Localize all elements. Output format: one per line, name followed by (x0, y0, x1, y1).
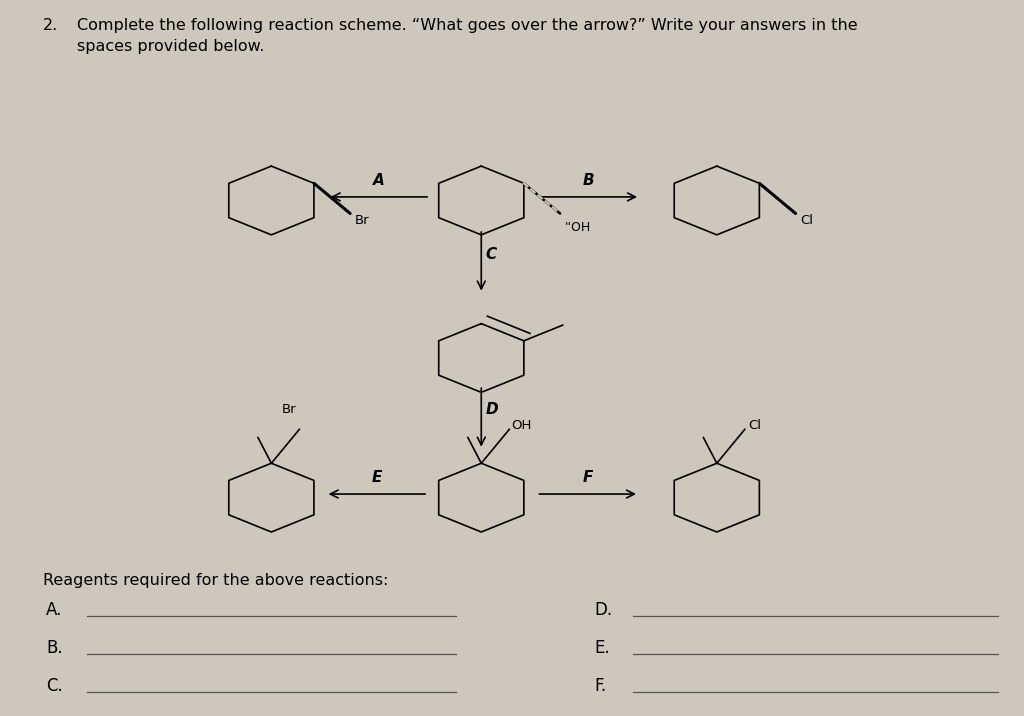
Text: OH: OH (512, 419, 531, 432)
Text: C.: C. (46, 677, 62, 695)
Text: C: C (486, 247, 497, 262)
Text: ''OH: ''OH (565, 221, 592, 234)
Text: Br: Br (282, 403, 297, 416)
Text: Complete the following reaction scheme. “What goes over the arrow?” Write your a: Complete the following reaction scheme. … (77, 18, 857, 33)
Text: Cl: Cl (801, 214, 814, 227)
Text: Br: Br (355, 214, 370, 227)
Text: E: E (372, 470, 382, 485)
Text: B.: B. (46, 639, 62, 657)
Text: D: D (485, 402, 498, 417)
Text: spaces provided below.: spaces provided below. (77, 39, 264, 54)
Text: B: B (583, 173, 595, 188)
Text: Reagents required for the above reactions:: Reagents required for the above reaction… (43, 573, 388, 588)
Text: A.: A. (46, 601, 62, 619)
Text: 2.: 2. (43, 18, 58, 33)
Text: F: F (583, 470, 593, 485)
Text: F.: F. (594, 677, 606, 695)
Text: E.: E. (594, 639, 609, 657)
Text: D.: D. (594, 601, 612, 619)
Text: Cl: Cl (748, 419, 761, 432)
Text: A: A (373, 173, 385, 188)
